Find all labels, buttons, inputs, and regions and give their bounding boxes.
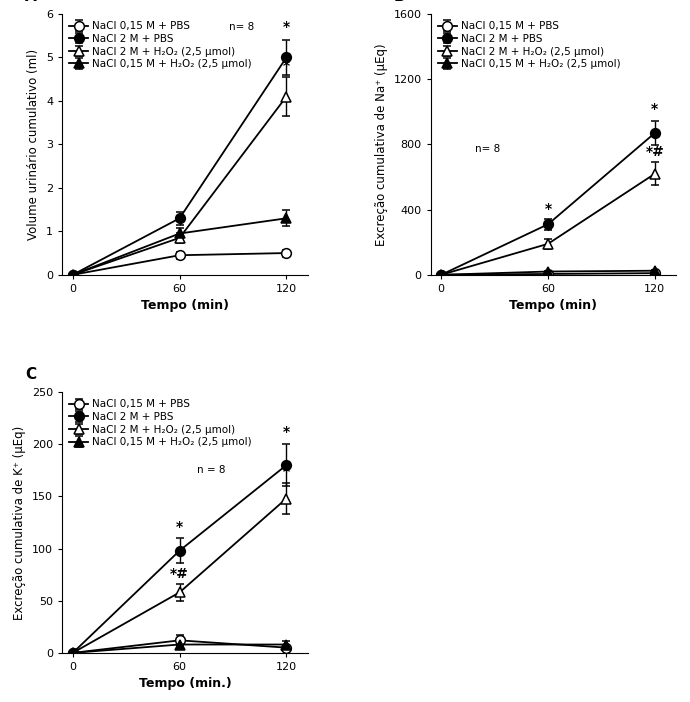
Text: *: * xyxy=(283,425,290,439)
Y-axis label: Volume urinário cumulativo (ml): Volume urinário cumulativo (ml) xyxy=(28,49,41,240)
Text: *: * xyxy=(283,465,290,479)
Text: n = 8: n = 8 xyxy=(197,465,226,475)
Y-axis label: Excreção cumulativa de K⁺ (μEq): Excreção cumulativa de K⁺ (μEq) xyxy=(13,425,26,620)
X-axis label: Tempo (min.): Tempo (min.) xyxy=(139,677,231,691)
Text: B: B xyxy=(394,0,405,4)
Text: n= 8: n= 8 xyxy=(475,145,500,154)
Text: *#: *# xyxy=(170,567,189,581)
X-axis label: Tempo (min): Tempo (min) xyxy=(509,299,598,312)
Text: *: * xyxy=(651,102,658,116)
Y-axis label: Excreção cumulativa de Na⁺ (μEq): Excreção cumulativa de Na⁺ (μEq) xyxy=(375,43,388,246)
Text: *: * xyxy=(544,223,551,237)
X-axis label: Tempo (min): Tempo (min) xyxy=(141,299,229,312)
Text: *: * xyxy=(176,520,183,534)
Text: *: * xyxy=(544,201,551,216)
Text: *: * xyxy=(283,20,290,34)
Text: *: * xyxy=(283,59,290,73)
Text: n= 8: n= 8 xyxy=(229,22,255,32)
Legend: NaCl 0,15 M + PBS, NaCl 2 M + PBS, NaCl 2 M + H₂O₂ (2,5 μmol), NaCl 0,15 M + H₂O: NaCl 0,15 M + PBS, NaCl 2 M + PBS, NaCl … xyxy=(68,397,254,449)
Text: C: C xyxy=(26,366,37,382)
Text: A: A xyxy=(26,0,37,4)
Legend: NaCl 0,15 M + PBS, NaCl 2 M + PBS, NaCl 2 M + H₂O₂ (2,5 μmol), NaCl 0,15 M + H₂O: NaCl 0,15 M + PBS, NaCl 2 M + PBS, NaCl … xyxy=(436,19,622,71)
Legend: NaCl 0,15 M + PBS, NaCl 2 M + PBS, NaCl 2 M + H₂O₂ (2,5 μmol), NaCl 0,15 M + H₂O: NaCl 0,15 M + PBS, NaCl 2 M + PBS, NaCl … xyxy=(68,19,254,71)
Text: *#: *# xyxy=(645,145,664,159)
